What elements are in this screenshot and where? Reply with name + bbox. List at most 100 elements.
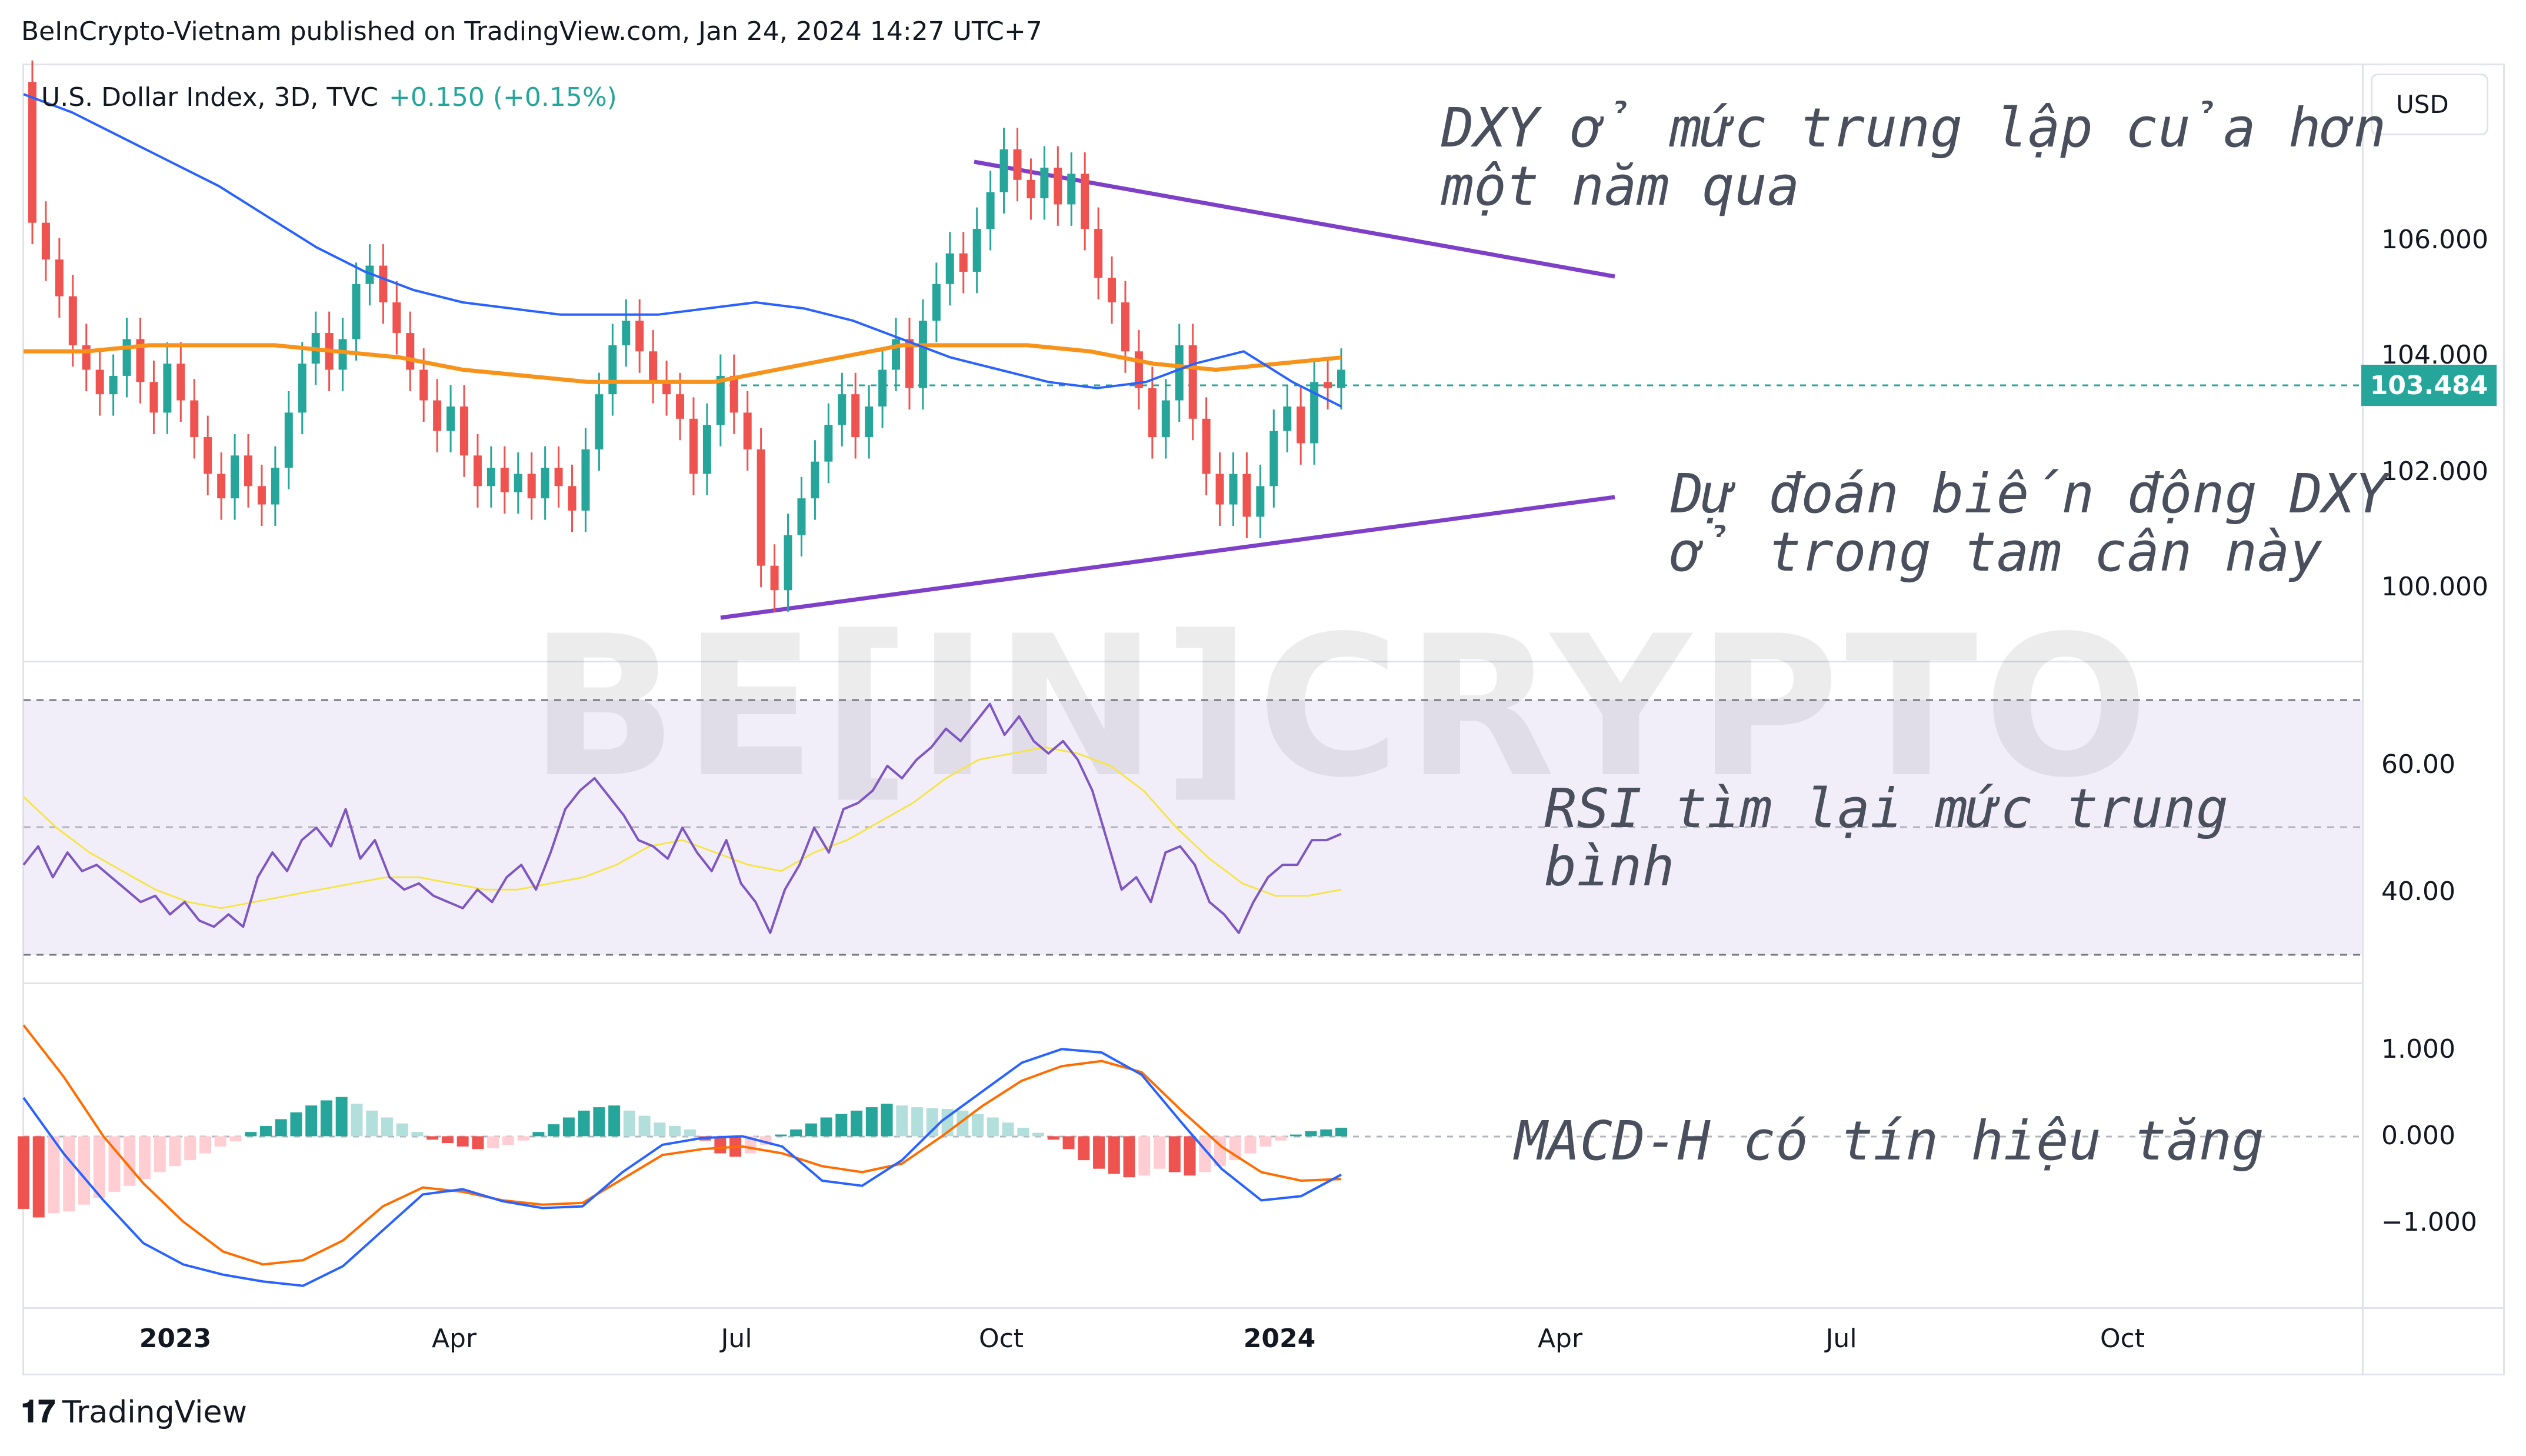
x-tick-2024: 2024 (1243, 1324, 1316, 1354)
candle-body (1310, 382, 1319, 444)
macd-histogram-bar (1154, 1136, 1166, 1169)
candle-body (959, 253, 968, 272)
macd-histogram-bar (502, 1136, 514, 1145)
candle-body (352, 284, 361, 339)
candle-body (1229, 474, 1238, 505)
macd-histogram-bar (138, 1136, 151, 1180)
macd-histogram-bar (714, 1136, 727, 1154)
macd-histogram-bar (881, 1104, 893, 1137)
candle-body (581, 449, 590, 511)
macd-histogram-bar (335, 1097, 348, 1137)
macd-histogram-bar (851, 1110, 863, 1137)
macd-histogram-bar (1123, 1136, 1135, 1178)
annotation-triangle: Dự đoán biến động DXY ở trong tam cân nà… (1671, 465, 2388, 582)
macd-histogram-bar (926, 1108, 938, 1137)
rsi-macd-divider[interactable] (22, 982, 2362, 984)
annotation-triangle-line1: Dự đoán biến động DXY (1671, 462, 2388, 525)
price-scale-divider (2362, 64, 2364, 1375)
macd-histogram-bar (1335, 1127, 1347, 1137)
candle-body (1081, 174, 1089, 229)
macd-histogram-bar (411, 1132, 424, 1137)
annotation-rsi: RSI tìm lại mức trung bình (1544, 779, 2228, 897)
x-tick-jul-2024: Jul (1825, 1324, 1857, 1354)
lower-trendline (720, 495, 1615, 620)
candle-body (797, 498, 806, 535)
candle-body (298, 364, 306, 413)
currency-button[interactable]: USD (2371, 74, 2488, 135)
macd-tick-neg1: −1.000 (2381, 1207, 2477, 1237)
candle-body (1040, 167, 1049, 199)
macd-histogram-bar (1138, 1136, 1151, 1176)
macd-histogram-bar (441, 1136, 454, 1144)
x-tick-oct: Oct (978, 1324, 1024, 1354)
annotation-triangle-line2: ở trong tam cân này (1671, 521, 2322, 584)
candle-body (972, 229, 981, 272)
macd-histogram-bar (1093, 1136, 1105, 1169)
annotation-rsi-line2: bình (1544, 835, 1675, 899)
publish-header: BeInCrypto-Vietnam published on TradingV… (21, 16, 1042, 46)
candle-body (635, 321, 644, 352)
macd-histogram-bar (623, 1110, 635, 1137)
macd-histogram-bar (214, 1136, 226, 1147)
macd-histogram-bar (911, 1107, 924, 1137)
candle-body (999, 149, 1008, 192)
candle-body (729, 375, 738, 413)
symbol-change: +0.150 (+0.15%) (389, 82, 617, 112)
candle-body (1337, 369, 1345, 388)
annotation-top-line2: một năm qua (1441, 155, 1800, 218)
candle-body (136, 339, 145, 382)
candle-body (1297, 406, 1305, 444)
candle-body (1242, 474, 1251, 517)
candle-body (554, 468, 563, 487)
candle-body (1121, 302, 1129, 352)
rsi-ma-line (22, 746, 1342, 909)
macd-histogram-bar (108, 1136, 121, 1192)
macd-signal-line (22, 1024, 1342, 1266)
candle-body (770, 565, 779, 591)
candle-body (649, 351, 658, 382)
candle-body (689, 418, 698, 474)
candle-body (122, 339, 131, 376)
candle-body (905, 339, 914, 388)
macd-histogram-bar (790, 1129, 802, 1137)
x-tick-apr: Apr (431, 1324, 477, 1354)
macd-histogram-bar (1320, 1129, 1332, 1137)
ma-orange-line (24, 343, 1342, 384)
candle-body (1148, 388, 1157, 438)
candle-body (28, 82, 36, 223)
candle-body (338, 339, 347, 370)
x-tick-2023: 2023 (139, 1324, 212, 1354)
macd-histogram-bar (1184, 1136, 1196, 1176)
macd-histogram-bar (987, 1117, 999, 1137)
candle-body (838, 394, 847, 425)
candle-body (41, 222, 50, 260)
candle-body (500, 468, 509, 492)
candle-body (163, 364, 172, 413)
symbol-legend[interactable]: U.S. Dollar Index, 3D, TVC +0.150 (+0.15%… (41, 82, 617, 112)
chart-frame (22, 64, 2505, 1375)
candle-body (406, 333, 415, 370)
macd-histogram-bar (957, 1110, 969, 1137)
macd-histogram-bar (18, 1136, 29, 1209)
candle-body (231, 455, 239, 499)
annotation-top-line1: DXY ở mức trung lập của hơn (1441, 96, 2387, 159)
candle-body (716, 375, 725, 425)
candle-body (257, 486, 266, 505)
macd-histogram-bar (381, 1117, 393, 1137)
price-rsi-divider[interactable] (22, 661, 2362, 662)
candle-body (486, 468, 495, 487)
macd-histogram-bar (1108, 1136, 1120, 1174)
tradingview-wordmark: TradingView (62, 1394, 248, 1430)
candle-body (109, 375, 118, 395)
candle-body (676, 394, 685, 419)
price-moving-averages (23, 93, 1342, 408)
tradingview-logo[interactable]: 𝟏𝟕 TradingView (21, 1394, 247, 1430)
price-tick-100: 100.000 (2381, 572, 2488, 602)
price-tick-104: 104.000 (2381, 340, 2488, 370)
macd-series (18, 1024, 1347, 1287)
candle-body (1161, 400, 1170, 438)
candle-body (55, 259, 64, 296)
candle-body (68, 296, 77, 345)
candle-body (527, 474, 536, 499)
